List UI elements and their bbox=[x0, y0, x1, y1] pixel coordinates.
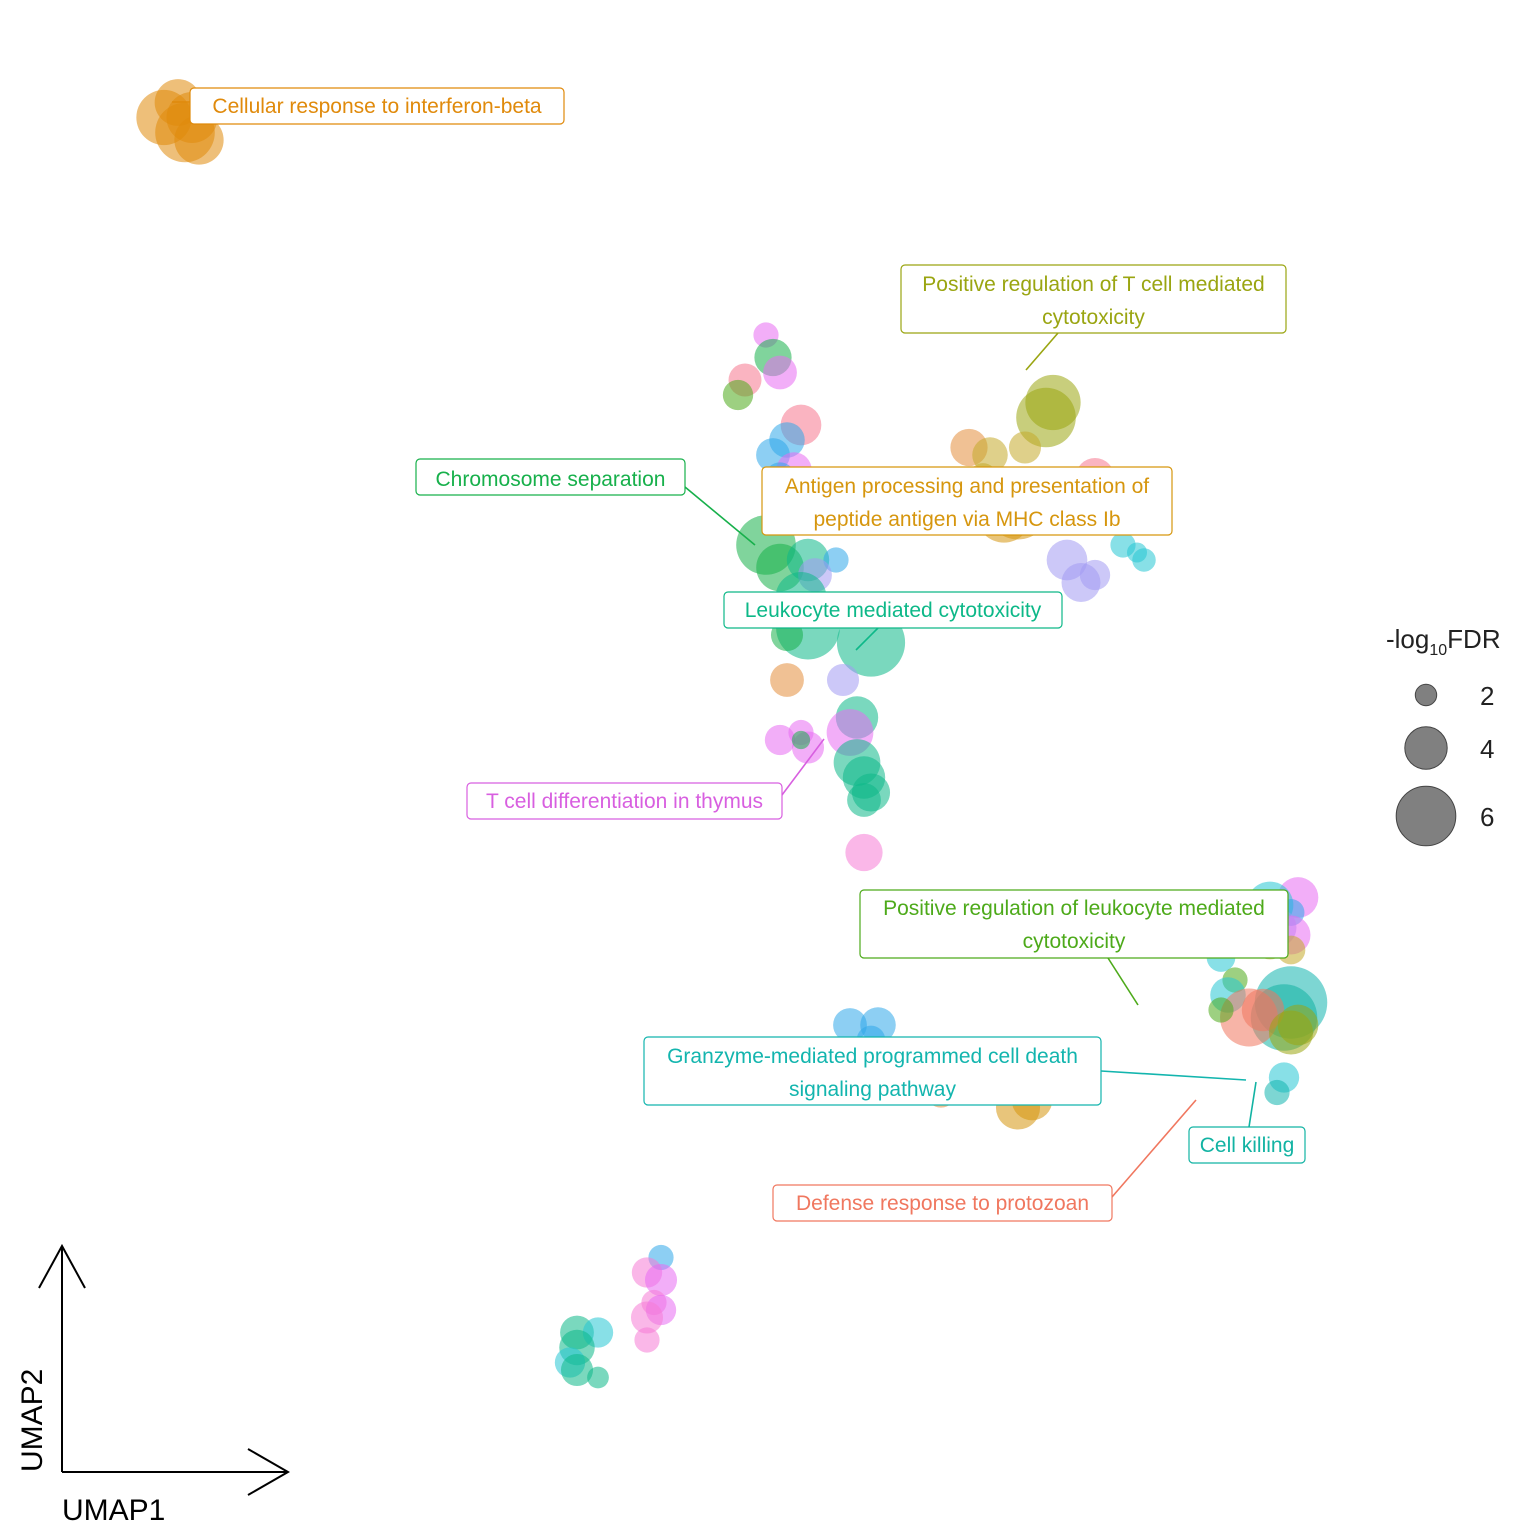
data-point bbox=[630, 1301, 664, 1334]
data-point bbox=[1008, 431, 1042, 464]
umap2-arrowhead bbox=[38, 1243, 86, 1289]
legend-size-circle bbox=[1404, 726, 1448, 770]
label-defense-protozoan: Defense response to protozoan bbox=[772, 1099, 1197, 1222]
data-point bbox=[560, 1353, 594, 1387]
legend-size-circle bbox=[1414, 683, 1438, 707]
label-leader-line bbox=[1100, 1070, 1247, 1081]
label-box bbox=[723, 591, 1063, 629]
data-point bbox=[634, 1327, 660, 1353]
legend-size-label: 6 bbox=[1480, 802, 1494, 832]
label-text: Cell killing bbox=[1200, 1134, 1295, 1157]
data-point bbox=[764, 724, 796, 756]
data-point bbox=[847, 783, 881, 817]
label-leader-line bbox=[684, 486, 756, 546]
label-leader-line bbox=[1111, 1099, 1197, 1198]
data-point bbox=[587, 1366, 609, 1389]
data-point bbox=[722, 379, 754, 411]
label-t-cell-cytotoxicity: Positive regulation of T cell mediated cy… bbox=[900, 264, 1287, 371]
y-axis-title: UMAP2 bbox=[16, 1369, 49, 1472]
label-leader-line bbox=[781, 738, 825, 796]
label-leader-line bbox=[855, 627, 879, 651]
legend-size-circle bbox=[1395, 785, 1457, 847]
legend-items: 2 4 6 bbox=[1395, 681, 1494, 847]
data-point bbox=[845, 833, 883, 872]
umap-axis-arrows: UMAP1 UMAP2 bbox=[16, 1243, 291, 1527]
umap1-arrowhead bbox=[247, 1448, 291, 1496]
label-antigen-mhc-ib: Antigen processing and presentation of pe… bbox=[761, 466, 1173, 536]
label-interferon-beta: Cellular response to interferon-beta bbox=[172, 87, 565, 125]
legend-size-label: 2 bbox=[1480, 681, 1494, 711]
data-point bbox=[174, 115, 224, 165]
label-text: Defense response to protozoan bbox=[796, 1192, 1089, 1215]
label-box bbox=[761, 466, 1173, 536]
data-point bbox=[823, 547, 849, 573]
data-point bbox=[826, 663, 860, 697]
label-box bbox=[772, 1184, 1113, 1222]
label-box bbox=[415, 458, 686, 496]
label-leader-line bbox=[1248, 1081, 1257, 1128]
label-box bbox=[189, 87, 565, 125]
label-text: Antigen processing and presentation of pe… bbox=[785, 475, 1149, 531]
data-point bbox=[770, 663, 804, 697]
data-point bbox=[1264, 1079, 1290, 1106]
legend-title: -log10FDR bbox=[1386, 624, 1501, 659]
label-chromosome-separation: Chromosome separation bbox=[415, 458, 756, 546]
legend-title-prefix: -log bbox=[1386, 624, 1429, 654]
data-point bbox=[791, 730, 811, 750]
x-axis-title: UMAP1 bbox=[62, 1494, 165, 1527]
legend-title-subscript: 10 bbox=[1429, 642, 1447, 659]
label-text: Chromosome separation bbox=[436, 468, 666, 491]
label-granzyme: Granzyme-mediated programmed cell death s… bbox=[643, 1036, 1247, 1106]
label-cell-killing: Cell killing bbox=[1188, 1081, 1306, 1164]
label-text: Cellular response to interferon-beta bbox=[212, 95, 542, 118]
label-text: Granzyme-mediated programmed cell death s… bbox=[667, 1045, 1078, 1101]
label-pos-reg-leukocyte: Positive regulation of leukocyte mediate… bbox=[859, 889, 1289, 1006]
data-point bbox=[1277, 1004, 1319, 1046]
label-text: Positive regulation of leukocyte mediate… bbox=[883, 897, 1265, 953]
label-leukocyte-cytotoxicity: Leukocyte mediated cytotoxicity bbox=[723, 591, 1063, 651]
label-box bbox=[1188, 1126, 1306, 1164]
label-box bbox=[643, 1036, 1102, 1106]
legend-title-suffix: FDR bbox=[1447, 624, 1500, 654]
label-text: T cell differentiation in thymus bbox=[486, 790, 763, 813]
legend-size-label: 4 bbox=[1480, 734, 1494, 764]
label-text: Positive regulation of T cell mediated cy… bbox=[922, 273, 1264, 329]
label-box bbox=[466, 782, 783, 820]
labels-layer: Cellular response to interferon-beta Posi… bbox=[172, 87, 1306, 1222]
label-t-cell-thymus: T cell differentiation in thymus bbox=[466, 738, 825, 820]
size-legend: -log10FDR 2 4 6 bbox=[1386, 624, 1501, 847]
label-leader-line bbox=[1025, 332, 1059, 371]
data-point bbox=[763, 355, 797, 390]
data-point bbox=[1025, 374, 1081, 431]
label-text: Leukocyte mediated cytotoxicity bbox=[745, 599, 1042, 622]
label-box bbox=[900, 264, 1287, 334]
data-point bbox=[644, 1263, 678, 1297]
label-box bbox=[859, 889, 1289, 959]
data-point bbox=[1079, 559, 1111, 591]
data-point bbox=[1132, 548, 1156, 572]
label-leader-line bbox=[1107, 957, 1139, 1006]
data-point bbox=[1208, 997, 1234, 1023]
